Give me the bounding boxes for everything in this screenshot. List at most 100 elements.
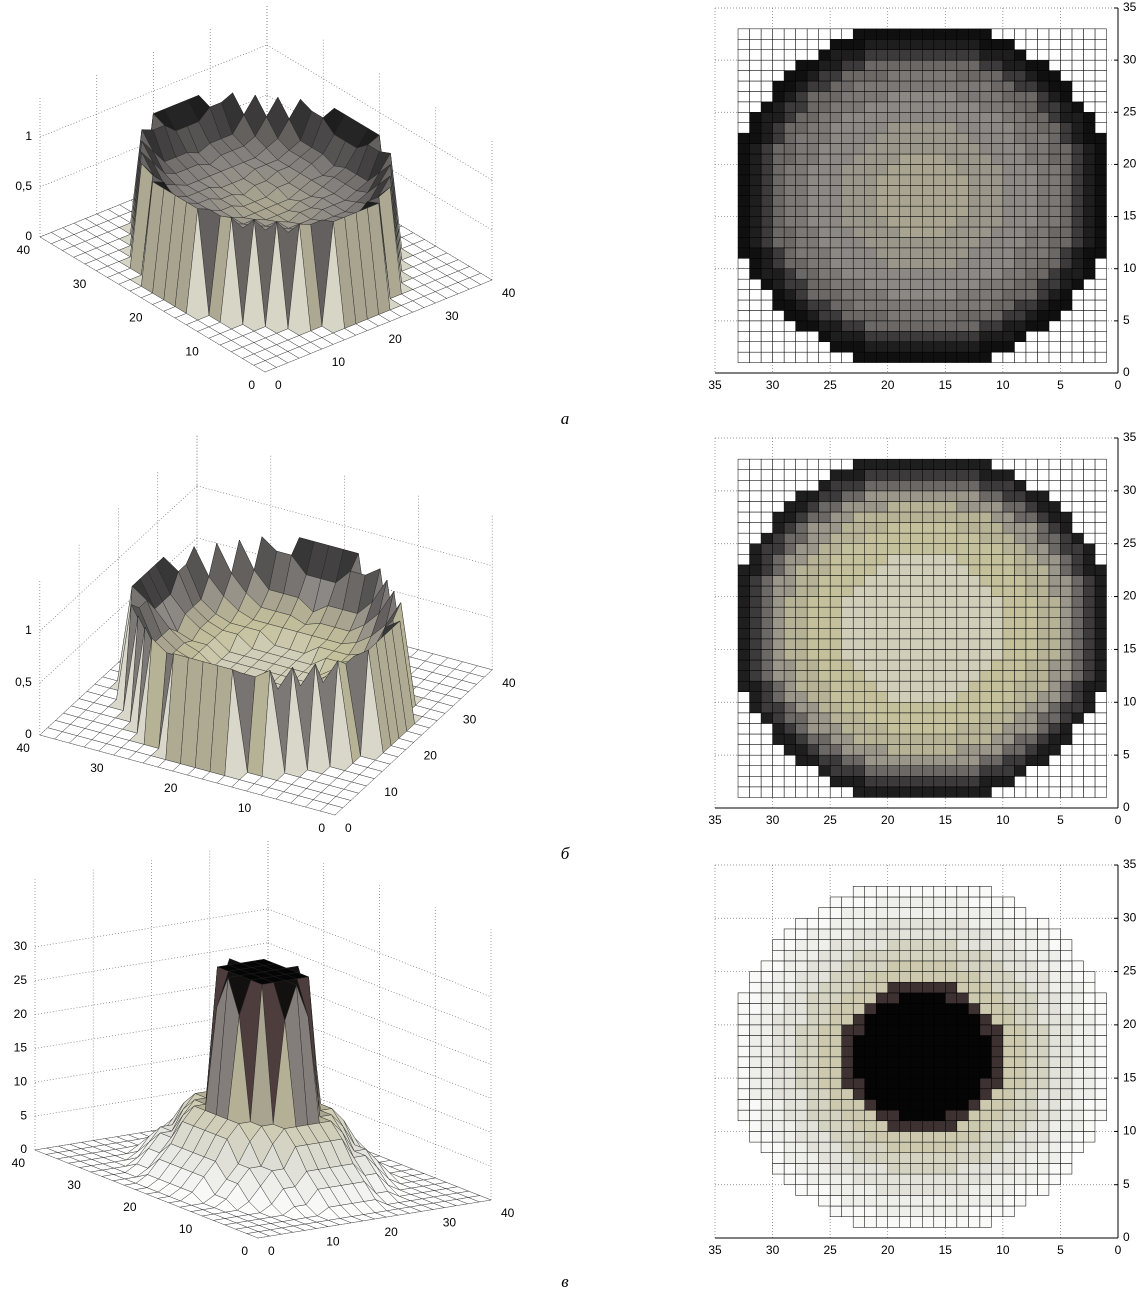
cell [819, 1185, 831, 1196]
cell [980, 1014, 992, 1025]
cell [842, 501, 854, 512]
cell [911, 175, 923, 185]
cell [1095, 649, 1107, 660]
cell [1049, 649, 1061, 660]
cell [784, 123, 796, 133]
cell [911, 1121, 923, 1132]
cell [819, 660, 831, 671]
cell [796, 660, 808, 671]
cell [1003, 1185, 1015, 1196]
cell [1072, 961, 1084, 972]
cell [1026, 102, 1038, 112]
cell [842, 1121, 854, 1132]
cell [865, 81, 877, 91]
cell [796, 692, 808, 703]
cell [1014, 164, 1026, 174]
cell [1060, 607, 1072, 618]
cell [796, 1131, 808, 1142]
cell [761, 1099, 773, 1110]
cell [945, 1131, 957, 1142]
cell [957, 1046, 969, 1057]
cell [934, 102, 946, 112]
cell [934, 766, 946, 777]
cell [842, 1206, 854, 1217]
cell [842, 1163, 854, 1174]
cell [888, 290, 900, 300]
cell [911, 618, 923, 629]
cell [1003, 1078, 1015, 1089]
cell [980, 112, 992, 122]
cell [934, 112, 946, 122]
cell [980, 681, 992, 692]
cell [865, 628, 877, 639]
cell [876, 39, 888, 49]
cell [1083, 660, 1095, 671]
cell [1060, 1036, 1072, 1047]
cell [796, 755, 808, 766]
cell [761, 660, 773, 671]
cell [750, 1014, 762, 1025]
cell [796, 586, 808, 597]
cell [1014, 470, 1026, 481]
cell [796, 918, 808, 929]
cell [1037, 81, 1049, 91]
cell [865, 554, 877, 565]
cell [899, 321, 911, 331]
cell [934, 554, 946, 565]
cell [876, 196, 888, 206]
cell [899, 164, 911, 174]
cell [853, 681, 865, 692]
cell [945, 554, 957, 565]
cell [830, 766, 842, 777]
cell [807, 681, 819, 692]
cell [853, 512, 865, 523]
cell [842, 491, 854, 502]
cell [784, 929, 796, 940]
cell [911, 491, 923, 502]
cell [750, 533, 762, 544]
cell [865, 544, 877, 555]
cell [1083, 1036, 1095, 1047]
cell [1026, 29, 1038, 39]
cell [1049, 133, 1061, 143]
cell [991, 918, 1003, 929]
x-tick-label: 0 [345, 821, 352, 835]
cell [957, 258, 969, 268]
cell [1072, 501, 1084, 512]
cell [853, 331, 865, 341]
cell [773, 1110, 785, 1121]
cell [888, 1131, 900, 1142]
cell [1037, 597, 1049, 608]
cell [934, 1004, 946, 1015]
cell [865, 1131, 877, 1142]
cell [853, 491, 865, 502]
cell [1083, 144, 1095, 154]
cell [1014, 649, 1026, 660]
cell [830, 681, 842, 692]
cell [980, 897, 992, 908]
cell [911, 1153, 923, 1164]
cell [738, 1004, 750, 1015]
cell [865, 248, 877, 258]
cell [957, 1110, 969, 1121]
cell [922, 702, 934, 713]
cell [830, 1110, 842, 1121]
cell [1003, 940, 1015, 951]
cell [830, 342, 842, 352]
cell [980, 71, 992, 81]
cell [842, 1046, 854, 1057]
cell [1003, 554, 1015, 565]
cell [784, 982, 796, 993]
cell [911, 352, 923, 362]
x-tick-label: 10 [996, 813, 1010, 827]
cell [750, 1025, 762, 1036]
cell [1083, 123, 1095, 133]
cell [1003, 1174, 1015, 1185]
cell [1060, 660, 1072, 671]
cell [1060, 1046, 1072, 1057]
cell [991, 321, 1003, 331]
cell [1003, 60, 1015, 70]
cell [738, 660, 750, 671]
cell [830, 279, 842, 289]
cell [968, 81, 980, 91]
